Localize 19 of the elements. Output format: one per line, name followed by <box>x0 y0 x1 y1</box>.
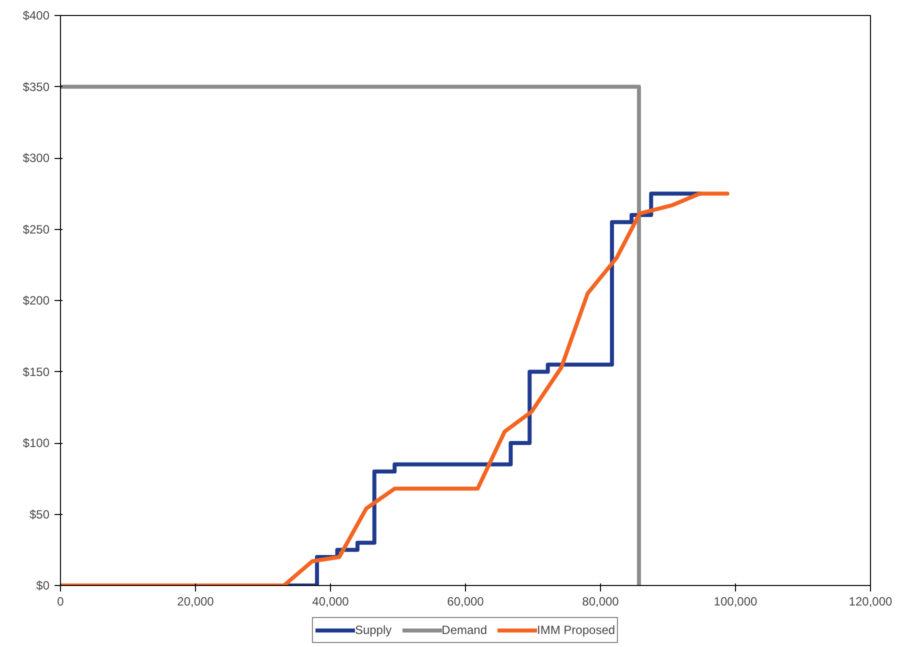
y-tick-label: $400 <box>22 8 50 22</box>
x-tick-label: 120,000 <box>848 594 893 608</box>
y-tick-label: $200 <box>22 294 50 308</box>
y-tick-label: $350 <box>22 80 50 94</box>
y-tick-label: $250 <box>22 222 50 236</box>
legend-label: Demand <box>442 623 488 637</box>
x-tick-label: 60,000 <box>447 594 484 608</box>
y-tick-label: $50 <box>29 507 50 522</box>
x-tick-label: 0 <box>57 594 64 608</box>
legend-label: IMM Proposed <box>537 623 616 637</box>
y-tick-label: $150 <box>22 364 50 379</box>
y-tick-label: $300 <box>22 151 50 165</box>
y-tick-label: $100 <box>22 436 50 450</box>
x-tick-label: 100,000 <box>714 594 758 608</box>
x-tick-label: 40,000 <box>312 594 350 608</box>
legend-label: Supply <box>354 623 392 637</box>
x-tick-label: 20,000 <box>177 594 214 608</box>
y-tick-label: $0 <box>36 578 50 592</box>
x-tick-label: 80,000 <box>582 594 620 608</box>
